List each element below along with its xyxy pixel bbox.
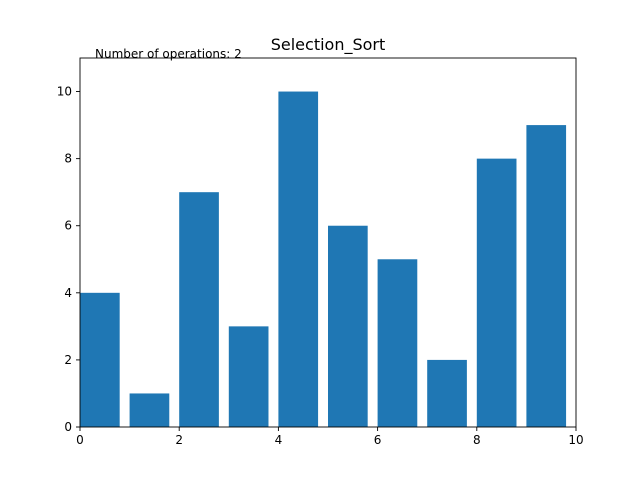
y-axis: 0 2 4 6 8 10: [57, 85, 80, 434]
bar: [427, 359, 467, 427]
bar: [179, 192, 219, 427]
x-tick-label: 4: [275, 433, 283, 447]
x-tick-label: 8: [473, 433, 481, 447]
y-tick-label: 0: [64, 420, 72, 434]
x-tick-label: 2: [175, 433, 183, 447]
x-tick-label: 6: [374, 433, 382, 447]
bar: [377, 259, 418, 427]
y-tick-label: 6: [64, 219, 72, 233]
y-tick-label: 10: [57, 85, 72, 99]
bar: [476, 158, 517, 428]
chart-title: Selection_Sort: [271, 35, 386, 55]
x-tick-label: 10: [568, 433, 583, 447]
bar: [129, 393, 170, 427]
x-axis: 0 2 4 6 8 10: [76, 427, 584, 447]
y-tick-label: 4: [64, 286, 72, 300]
y-tick-label: 8: [64, 152, 72, 166]
bar: [526, 125, 567, 427]
bars-group: [80, 91, 567, 428]
plot-frame: [79, 57, 577, 428]
bar: [328, 225, 368, 427]
y-tick-label: 2: [64, 353, 72, 367]
bar: [80, 292, 120, 427]
bar: [278, 91, 319, 427]
operations-annotation: Number of operations: 2: [95, 47, 242, 61]
x-tick-label: 0: [76, 433, 84, 447]
bar: [228, 326, 269, 427]
